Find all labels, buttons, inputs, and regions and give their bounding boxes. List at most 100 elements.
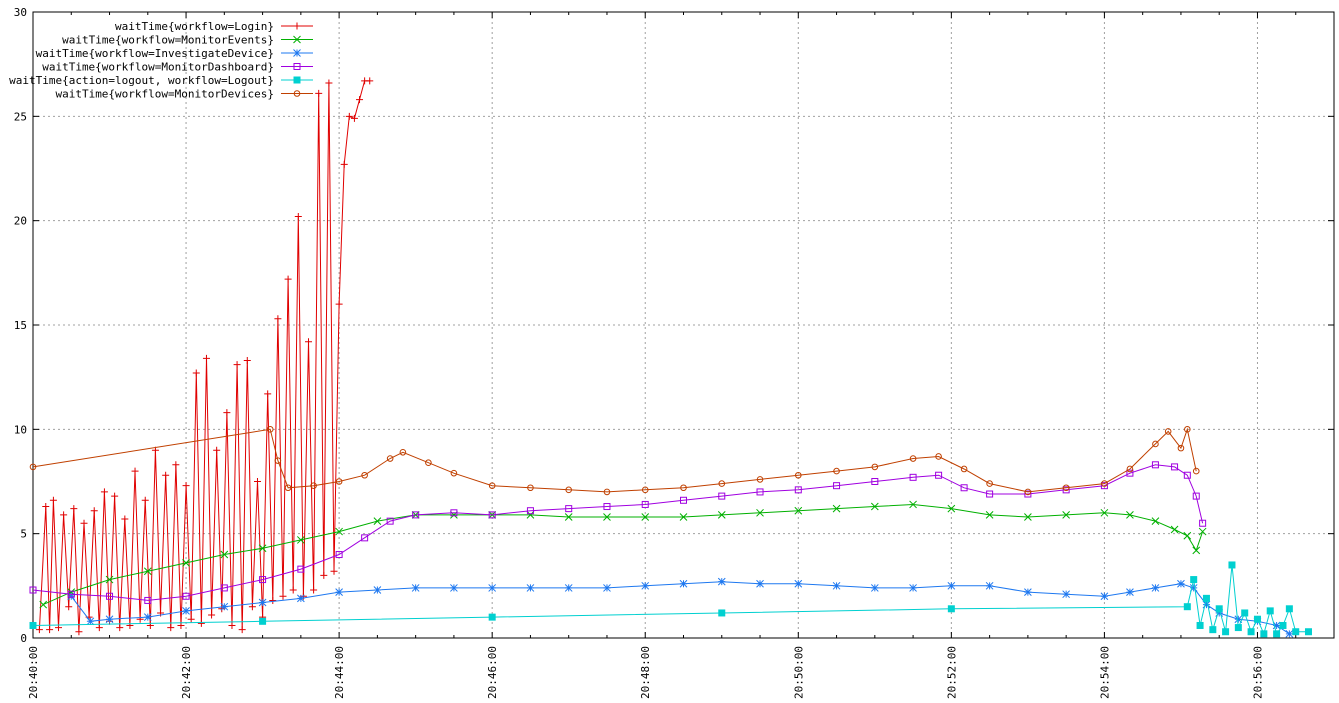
data-point <box>909 473 917 481</box>
data-point <box>1222 628 1230 636</box>
data-point <box>182 559 190 567</box>
data-point <box>680 484 687 492</box>
legend-label: waitTime{workflow=InvestigateDevice} <box>36 47 274 60</box>
data-point <box>1126 469 1134 477</box>
series-line <box>32 464 1204 601</box>
data-point <box>1279 621 1287 629</box>
series-line <box>32 564 1309 636</box>
data-point <box>1101 480 1108 487</box>
data-point <box>450 509 458 517</box>
x-tick-label: 20:48:00 <box>639 646 652 699</box>
data-point <box>315 89 323 97</box>
data-point <box>1100 508 1109 517</box>
x-tick-label: 20:40:00 <box>27 646 40 699</box>
data-point <box>182 607 190 615</box>
data-point <box>1215 605 1223 613</box>
data-point <box>1151 517 1160 526</box>
data-point <box>289 586 297 594</box>
data-point <box>1234 615 1243 624</box>
data-point <box>162 471 170 479</box>
legend-entry: waitTime{workflow=Login} <box>115 20 313 33</box>
series-4 <box>29 561 1312 638</box>
data-point <box>42 503 50 511</box>
data-point <box>680 496 687 504</box>
data-point <box>253 478 261 485</box>
data-point <box>340 160 348 168</box>
data-point <box>46 626 54 634</box>
data-point <box>756 476 764 483</box>
legend-entry: waitTime{action=logout, workflow=Logout} <box>9 74 313 87</box>
series-5 <box>29 426 1200 496</box>
data-point <box>264 390 272 398</box>
y-tick-label: 5 <box>20 528 27 541</box>
data-point <box>386 455 394 462</box>
x-tick-label: 20:46:00 <box>486 646 499 699</box>
data-point <box>1170 525 1179 534</box>
data-point <box>305 338 313 346</box>
data-point <box>717 577 726 586</box>
data-point <box>1192 546 1201 555</box>
data-point <box>1285 605 1293 613</box>
data-point <box>373 517 382 526</box>
data-point <box>833 482 841 490</box>
data-point <box>1183 531 1192 540</box>
legend-entry: waitTime{workflow=InvestigateDevice} <box>36 47 313 60</box>
data-point <box>1151 584 1160 592</box>
data-point <box>111 492 119 500</box>
data-point <box>49 496 57 504</box>
data-point <box>641 486 649 494</box>
data-point <box>1062 511 1071 519</box>
data-point <box>233 361 241 369</box>
legend-label: waitTime{workflow=Login} <box>115 20 274 33</box>
data-point <box>259 576 267 584</box>
data-point <box>361 471 368 479</box>
data-point <box>208 611 216 619</box>
data-point <box>756 508 764 517</box>
data-point <box>794 471 802 479</box>
data-point <box>1062 590 1071 599</box>
data-point <box>213 446 221 454</box>
data-point <box>100 488 108 496</box>
data-point <box>1241 609 1249 617</box>
data-point <box>1184 426 1191 433</box>
data-point <box>29 463 37 471</box>
data-point <box>564 513 573 521</box>
data-point <box>947 581 956 590</box>
data-point <box>450 584 458 592</box>
data-point <box>296 594 305 603</box>
data-point <box>105 615 114 624</box>
data-point <box>350 114 358 122</box>
data-point <box>641 581 650 590</box>
data-point <box>335 300 343 308</box>
data-point <box>399 448 407 456</box>
data-point <box>1062 484 1070 492</box>
legend-entry: waitTime{workflow=MonitorDevices} <box>55 88 313 101</box>
data-point <box>143 613 152 621</box>
data-point <box>603 513 611 521</box>
data-point <box>248 603 256 611</box>
data-point <box>960 484 968 492</box>
data-point <box>1209 626 1217 634</box>
data-point <box>67 592 76 601</box>
data-point <box>144 596 152 604</box>
data-point <box>641 500 649 508</box>
data-point <box>356 96 364 104</box>
data-point <box>345 112 353 120</box>
data-point <box>60 511 68 519</box>
data-point <box>238 626 246 634</box>
data-point <box>330 567 338 575</box>
data-point <box>335 588 343 596</box>
data-point <box>565 505 573 513</box>
data-point <box>488 613 496 621</box>
data-point <box>1190 576 1198 584</box>
data-point <box>228 621 236 629</box>
data-point <box>187 615 195 623</box>
data-point <box>1285 629 1294 638</box>
data-point <box>985 581 994 590</box>
x-tick-label: 20:50:00 <box>792 646 805 699</box>
x-tick-label: 20:42:00 <box>180 646 193 699</box>
data-point <box>947 504 956 513</box>
data-point <box>603 503 611 511</box>
data-point <box>167 624 175 632</box>
data-point <box>197 619 205 627</box>
